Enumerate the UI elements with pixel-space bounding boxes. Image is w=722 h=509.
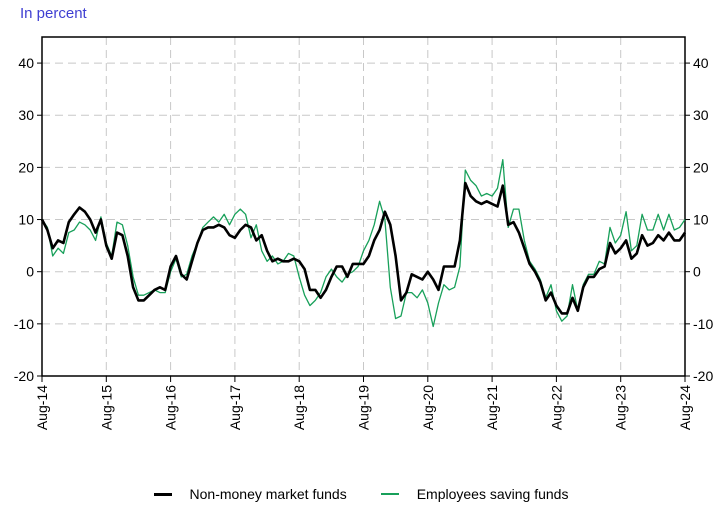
y-tick-label-right: 30 [693,107,709,123]
legend-swatch-employees-saving-funds [380,493,399,495]
y-tick-label-left: -20 [14,368,34,384]
x-tick-label: Aug-22 [548,385,564,430]
legend-label-non-money-market-funds: Non-money market funds [189,486,347,502]
x-tick-label: Aug-14 [34,385,50,430]
grid-lines [42,37,685,376]
x-tick-label: Aug-24 [677,385,693,430]
x-axis: Aug-14 Aug-15 Aug-16 Aug-17 Aug-18 Aug-19 Aug-… [34,376,693,430]
y-axis-left: -20 -10 0 10 20 30 40 [14,55,42,384]
x-tick-label: Aug-18 [291,385,307,430]
x-tick-label: Aug-21 [484,385,500,430]
x-tick-label: Aug-23 [613,385,629,430]
x-tick-label: Aug-19 [356,385,372,430]
y-tick-label-left: 40 [18,55,34,71]
y-tick-label-right: 10 [693,212,709,228]
legend-item-employees-saving-funds: Employees saving funds [380,486,569,502]
legend-swatch-non-money-market-funds [153,492,172,496]
unit-label: In percent [20,5,87,22]
x-tick-label: Aug-17 [227,385,243,430]
y-axis-right: -20 -10 0 10 20 30 40 [685,55,713,384]
legend: Non-money market funds Employees saving … [0,486,722,502]
x-tick-label: Aug-20 [420,385,436,430]
y-tick-label-right: 20 [693,159,709,175]
y-tick-label-left: 30 [18,107,34,123]
y-tick-label-left: 10 [18,212,34,228]
legend-item-non-money-market-funds: Non-money market funds [153,486,347,502]
x-tick-label: Aug-15 [98,385,114,430]
x-tick-label: Aug-16 [163,385,179,430]
y-tick-label-right: -10 [693,316,713,332]
y-tick-label-right: 40 [693,55,709,71]
series-layer [40,158,687,328]
y-tick-label-right: -20 [693,368,713,384]
y-tick-label-right: 0 [693,264,701,280]
y-tick-label-left: 20 [18,159,34,175]
legend-label-employees-saving-funds: Employees saving funds [416,486,569,502]
y-tick-label-left: 0 [26,264,34,280]
series-line-non-money-market-funds [40,181,687,315]
y-tick-label-left: -10 [14,316,34,332]
